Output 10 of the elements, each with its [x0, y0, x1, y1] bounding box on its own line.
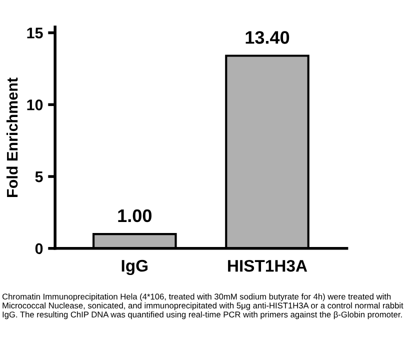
y-tick-label: 0: [35, 243, 43, 254]
x-tick-label: IgG: [122, 260, 148, 276]
data-label: 1.00: [118, 209, 152, 222]
y-axis-title: Fold Enrichment: [6, 78, 18, 197]
data-label: 13.40: [246, 31, 290, 44]
y-tick-label: 5: [35, 172, 43, 182]
x-tick-label: HIST1H3A: [228, 260, 308, 272]
y-tick-label: 10: [27, 100, 43, 110]
text: Chromatin Immunoprecipitation Hela (4*106, treated with 30mM sodium butyrate for 4h) were treated with Micrococcal Nuclease, sonicated, and immunoprecipitated with 5μg anti-HIST1H3A or a control normal rabbit IgG. The resulting ChIP DNA was quantified using real-time PCR with primers against the β-Globin promoter.: [2, 293, 404, 320]
y-tick-label: 15: [27, 28, 43, 38]
